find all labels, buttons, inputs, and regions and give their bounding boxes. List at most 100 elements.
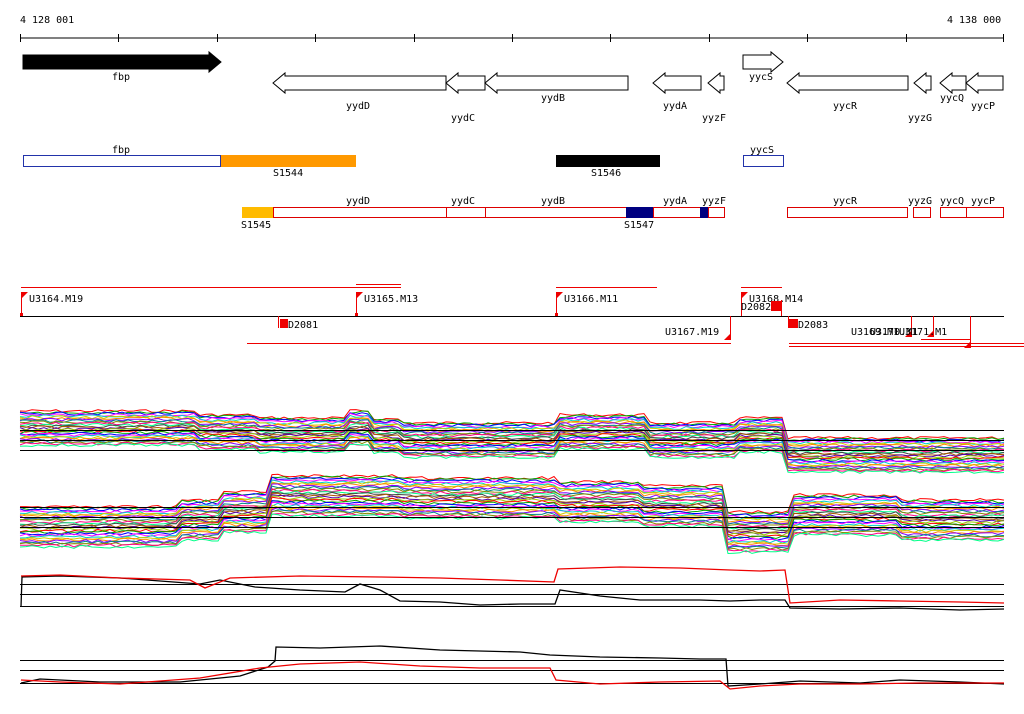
gene-label: yyzF [702,113,726,124]
feature-label: S1546 [591,168,621,179]
expression-profile-line [19,424,1005,456]
reverse-feature-track: S1545 yydD yydC yydB S1547 yydA yyzF yy [241,196,1004,231]
gene-arrow-yydB[interactable]: yydB [484,71,629,104]
terminator-label: D2081 [288,320,318,331]
transcript-U3166[interactable]: U3166.M11 [555,292,618,316]
expression-profile-line [19,443,1005,474]
expression-profile-line [19,512,1005,553]
expression-profiles [19,473,1005,555]
expression-profile-line [19,437,1005,469]
gene-arrow-yyzG[interactable]: yyzG [908,71,932,124]
transcript-label: U3168.M14 [749,294,803,305]
transcript-label: U3167.M19 [665,327,719,338]
expression-profile-line [19,434,1005,466]
forward-feature-track: fbp S1544 S1546 yycS [23,145,784,179]
feature-label: yycP [971,196,995,207]
gene-label: yydC [451,113,475,124]
terminator-D2082[interactable]: D2082 [741,300,782,316]
terminator-label: D2083 [798,320,828,331]
profile-red [20,661,1004,690]
gene-label: yycQ [940,93,964,104]
expression-profile-line [19,499,1005,540]
feature-label: yycS [750,145,774,156]
gene-label: yyzG [908,113,932,124]
gene-arrow-fbp[interactable]: fbp [22,50,222,83]
terminator-D2083[interactable]: D2083 [788,316,829,331]
terminator-label: D2082 [741,302,771,313]
gene-arrow-yydD[interactable]: yydD [272,71,447,112]
gene-track: fbp yydD yydC yydB yydA yyzF yycS yycR [22,50,1004,124]
expression-profile-line [19,431,1005,463]
expression-profile-line [19,509,1005,550]
feature-label: yydC [451,196,475,207]
gene-arrow-yycR[interactable]: yycR [786,71,909,112]
gene-arrow-yydA[interactable]: yydA [652,71,702,112]
gene-label: yydB [541,93,565,104]
expression-profile-line [19,506,1005,547]
gene-label: yycR [833,101,858,112]
profile-red [20,566,1005,604]
feature-box-S1546[interactable]: S1546 [556,155,660,179]
transcript-U3164[interactable]: U3164.M19 [20,292,83,316]
transcript-U3165[interactable]: U3165.M13 [355,292,418,316]
gene-arrow-yyzF[interactable]: yyzF [702,71,726,124]
gene-arrow-yycS[interactable]: yycS [742,50,784,83]
gene-label: yydD [346,101,370,112]
gene-label: yycP [971,101,995,112]
transcript-U3171[interactable]: U3171.M1 [899,316,971,348]
expression-profile-line [19,419,1005,451]
feature-label: yyzG [908,196,932,207]
feature-label: yydA [663,196,687,207]
expression-panel-2 [19,473,1005,555]
transcript-label: U3171.M1 [899,327,947,338]
feature-label: yycR [833,196,858,207]
feature-box-yyzG[interactable]: yyzG [908,196,932,218]
feature-box-yycR[interactable]: yycR [787,196,908,218]
gene-label: yydA [663,101,687,112]
expression-profile-line [20,473,1005,514]
feature-box-yycQ[interactable]: yycQ [940,196,967,218]
feature-box-yydA[interactable]: yydA [653,196,701,218]
transcript-label: U3164.M19 [29,294,83,305]
transcript-U3167[interactable]: U3167.M19 [665,316,731,340]
ruler-start-label: 4 128 001 [20,15,74,26]
feature-box-yydD[interactable]: yydD [273,196,447,218]
gene-arrow-yycQ[interactable]: yycQ [939,71,967,104]
feature-label: fbp [112,145,130,156]
transcript-U3168[interactable]: U3168.M14 [741,292,803,316]
transcript-extent-lines [21,284,1024,347]
feature-box-yyzF[interactable]: yyzF [700,196,726,218]
feature-box-S1547[interactable]: S1547 [624,207,654,231]
feature-box-yycP[interactable]: yycP [966,196,1004,218]
transcript-label: U3169.M1 [851,327,899,338]
transcript-track: U3164.M19 U3165.M13 U3166.M11 U3168.M14 … [20,284,1024,348]
coordinate-ruler: 4 128 001 4 138 000 [20,15,1004,42]
feature-label: yydB [541,196,565,207]
feature-label: yycQ [940,196,964,207]
feature-box-S1544[interactable]: S1544 [221,155,356,179]
ruler-ticks [20,34,1004,42]
expression-profile-line [19,415,1005,447]
expression-profile-line [19,479,1005,520]
expression-profile-line [19,436,1005,468]
feature-label: S1547 [624,220,654,231]
expression-profile-line [19,488,1005,529]
feature-box-yydC[interactable]: yydC [446,196,486,218]
transcript-label: U3166.M11 [564,294,618,305]
transcript-U3169[interactable]: U3169.M1 [851,316,912,338]
expression-profile-line [19,440,1005,472]
transcript-label: U3165.M13 [364,294,418,305]
gene-arrow-yydC[interactable]: yydC [445,71,486,124]
terminator-D2081[interactable]: D2081 [278,316,319,331]
feature-box-fbp[interactable]: fbp [23,145,221,167]
gene-arrow-yycP[interactable]: yycP [965,71,1004,112]
feature-label: S1544 [273,168,303,179]
feature-box-S1545[interactable]: S1545 [241,207,273,231]
expression-panel-4 [20,645,1005,690]
transcript-U3170[interactable]: U3170.M1 [870,316,934,338]
feature-box-yycS[interactable]: yycS [743,145,784,167]
feature-label: yyzF [702,196,726,207]
expression-panel-1 [19,409,1005,474]
expression-profile-line [19,422,1005,454]
expression-profile-line [19,409,1005,440]
